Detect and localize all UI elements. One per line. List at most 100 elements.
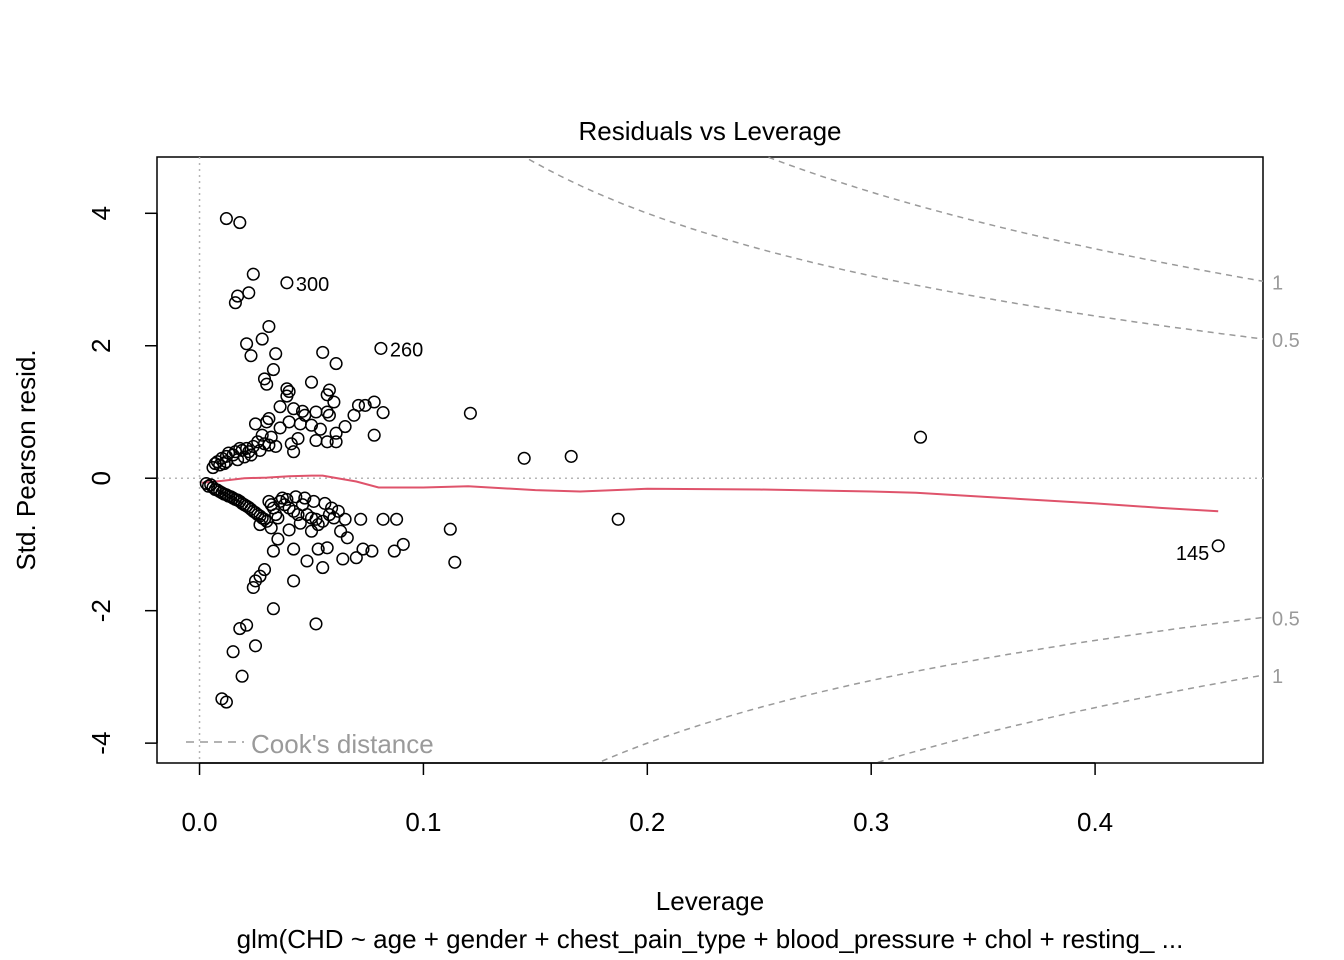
data-point bbox=[246, 580, 260, 595]
x-tick-label: 0.1 bbox=[405, 807, 441, 837]
subtitle: glm(CHD ~ age + gender + chest_pain_type… bbox=[237, 924, 1184, 954]
data-point bbox=[329, 357, 343, 371]
data-point bbox=[443, 522, 457, 536]
data-point bbox=[311, 542, 325, 556]
data-point bbox=[231, 289, 245, 303]
cooks-distance-label: 1 bbox=[1272, 666, 1283, 688]
data-point bbox=[309, 617, 323, 631]
data-point bbox=[517, 451, 531, 465]
data-point bbox=[338, 512, 352, 526]
data-point bbox=[262, 319, 276, 334]
data-point bbox=[293, 516, 307, 530]
legend-label: Cook's distance bbox=[251, 729, 434, 759]
data-point bbox=[376, 406, 390, 420]
point-labels: 300 260 145 bbox=[296, 274, 1209, 565]
data-point bbox=[311, 518, 325, 532]
data-point bbox=[287, 504, 301, 518]
data-point bbox=[1211, 539, 1225, 553]
data-point bbox=[309, 433, 323, 448]
data-point bbox=[448, 555, 462, 569]
cooks-distance-line bbox=[601, 616, 1264, 762]
data-point bbox=[246, 504, 260, 518]
data-point bbox=[253, 569, 267, 583]
y-tick-label: 4 bbox=[86, 206, 116, 220]
chart-title: Residuals vs Leverage bbox=[578, 116, 841, 146]
data-point bbox=[260, 415, 274, 429]
data-point bbox=[367, 428, 381, 442]
data-point bbox=[358, 398, 372, 412]
data-point bbox=[233, 216, 247, 230]
data-point bbox=[913, 430, 928, 444]
data-point bbox=[318, 496, 332, 510]
data-point bbox=[280, 492, 294, 506]
smoother-line bbox=[201, 474, 1219, 513]
data-point bbox=[280, 382, 294, 396]
y-tick-label: 2 bbox=[86, 339, 116, 353]
data-point bbox=[336, 552, 350, 566]
data-point bbox=[226, 645, 240, 659]
cooks-distance-label: 0.5 bbox=[1272, 608, 1300, 630]
data-point bbox=[338, 420, 352, 434]
reference-lines bbox=[157, 157, 1263, 763]
data-point bbox=[320, 388, 334, 402]
data-point bbox=[266, 602, 280, 616]
data-point bbox=[316, 561, 330, 575]
data-point bbox=[248, 574, 263, 588]
data-point bbox=[244, 448, 258, 462]
data-point bbox=[248, 639, 263, 653]
data-point bbox=[320, 435, 334, 449]
data-point bbox=[280, 276, 294, 290]
data-point bbox=[329, 435, 343, 449]
data-point bbox=[269, 508, 283, 522]
data-point bbox=[611, 512, 625, 526]
data-point bbox=[228, 296, 242, 310]
data-point bbox=[280, 389, 294, 403]
x-axis-label: Leverage bbox=[656, 886, 764, 916]
data-point bbox=[289, 490, 303, 504]
x-tick-label: 0.4 bbox=[1077, 807, 1113, 837]
data-point bbox=[298, 491, 312, 505]
data-point bbox=[316, 345, 330, 359]
point-label: 145 bbox=[1176, 543, 1209, 565]
data-point bbox=[235, 669, 249, 683]
data-point bbox=[340, 531, 354, 545]
data-point bbox=[304, 524, 319, 538]
data-point bbox=[327, 395, 341, 409]
data-point bbox=[334, 524, 348, 538]
data-point bbox=[367, 395, 381, 409]
cooks-distance-label: 0.5 bbox=[1272, 330, 1300, 352]
data-point bbox=[273, 400, 287, 414]
data-point bbox=[564, 449, 578, 463]
data-point bbox=[244, 349, 258, 363]
data-point bbox=[320, 405, 334, 419]
cooks-distance-label: 1 bbox=[1272, 272, 1283, 294]
point-label: 260 bbox=[390, 339, 423, 361]
data-point bbox=[322, 408, 336, 422]
x-tick-label: 0.3 bbox=[853, 807, 889, 837]
data-point bbox=[240, 618, 254, 632]
data-point bbox=[349, 551, 363, 565]
y-axis: -4 -2 0 2 4 bbox=[86, 206, 158, 755]
legend: Cook's distance bbox=[186, 729, 434, 759]
data-point bbox=[329, 426, 343, 440]
data-point bbox=[219, 212, 233, 226]
cooks-distance-line bbox=[528, 158, 1264, 340]
data-point bbox=[287, 445, 301, 459]
data-point bbox=[255, 332, 269, 346]
cooks-distance-contours: 0.5 0.5 1 1 bbox=[528, 156, 1300, 764]
data-point bbox=[287, 542, 301, 556]
data-point bbox=[266, 363, 280, 377]
data-point bbox=[356, 542, 370, 556]
data-point bbox=[206, 461, 220, 475]
data-point bbox=[271, 511, 285, 525]
data-point bbox=[287, 574, 301, 588]
data-point bbox=[354, 512, 368, 526]
smoother-line-group bbox=[201, 474, 1219, 513]
data-point bbox=[376, 512, 390, 526]
data-point bbox=[248, 417, 263, 431]
data-point bbox=[313, 422, 327, 436]
data-point bbox=[266, 544, 280, 558]
data-point bbox=[246, 267, 260, 281]
data-point bbox=[242, 286, 256, 300]
y-tick-label: 0 bbox=[86, 471, 116, 485]
